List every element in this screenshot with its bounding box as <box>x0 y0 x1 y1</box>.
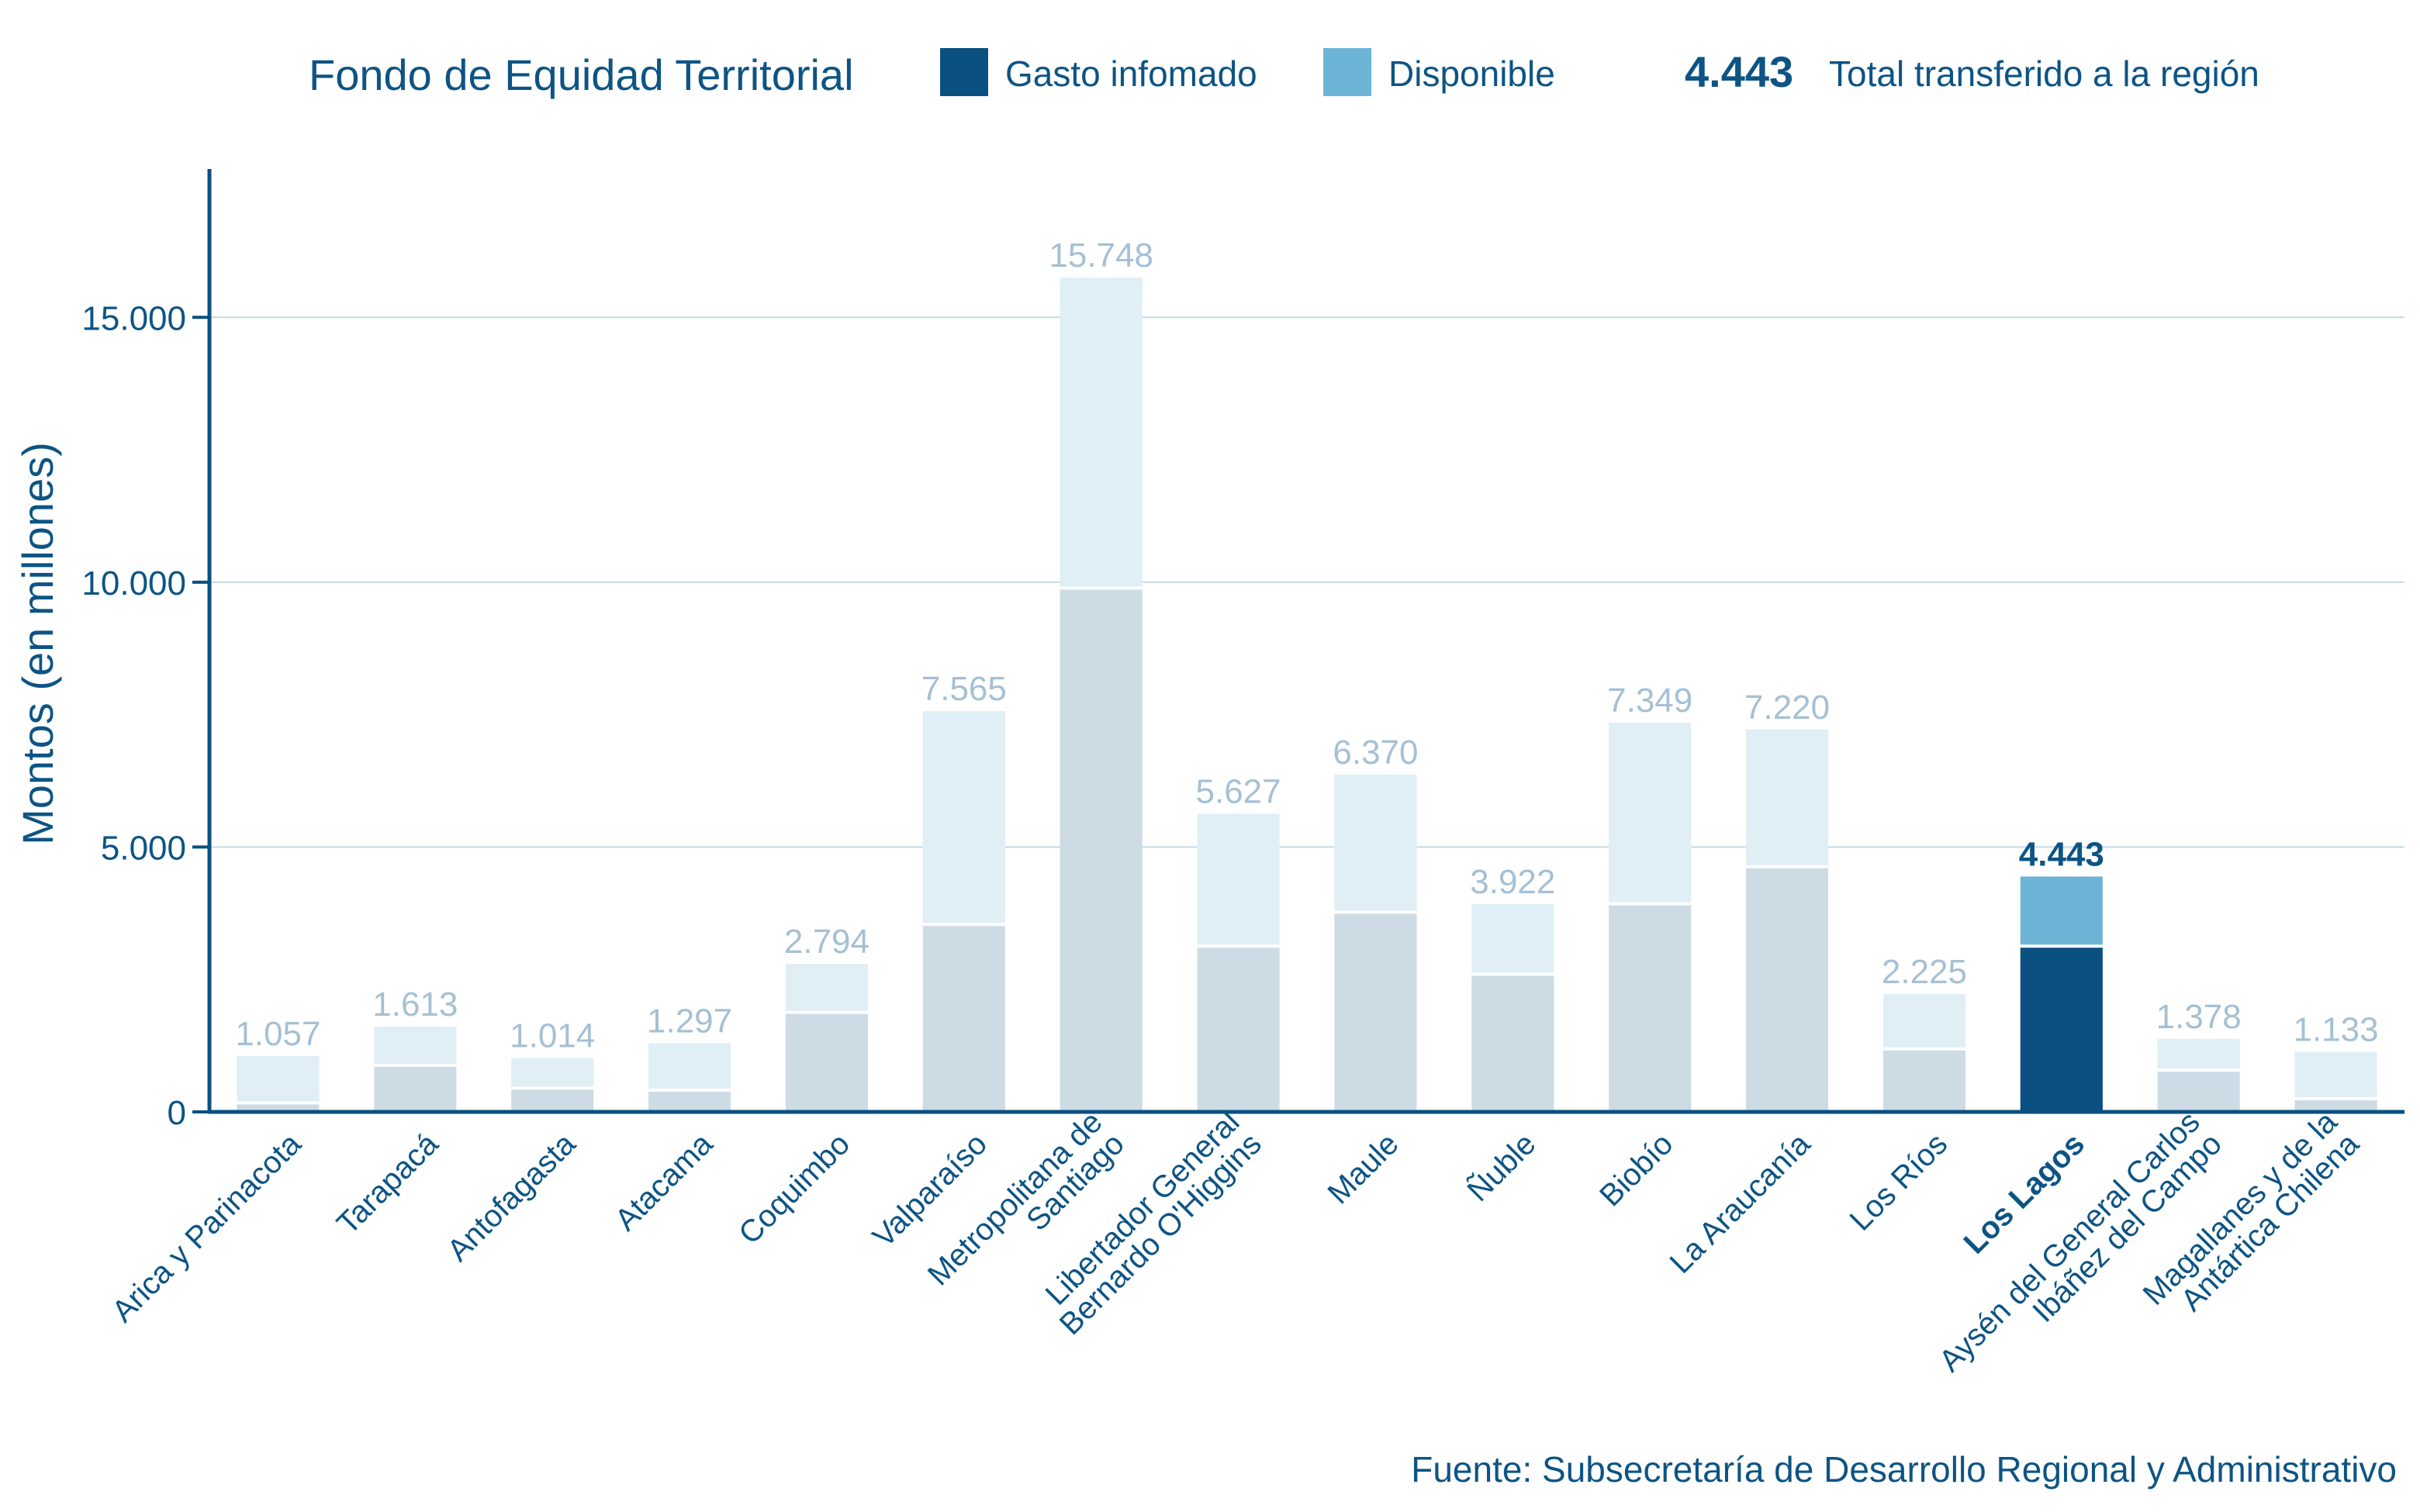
bar-gasto <box>237 1104 320 1112</box>
x-tick-label: Biobío <box>1593 1127 1679 1213</box>
y-tick-label: 10.000 <box>81 564 186 602</box>
x-tick-label-line: Tarapacá <box>330 1127 445 1241</box>
x-tick-label-line: Los Ríos <box>1843 1127 1954 1238</box>
chart-legend: Fondo de Equidad Territorial Gasto infom… <box>0 39 2420 109</box>
bar-disponible <box>2294 1051 2377 1097</box>
bar-disponible <box>1609 722 1692 903</box>
bar-disponible <box>1334 774 1417 911</box>
bar-disponible <box>648 1043 731 1089</box>
x-tick-label-line: Biobío <box>1593 1127 1679 1213</box>
bar-gasto <box>922 926 1005 1112</box>
bar-gasto <box>1334 913 1417 1112</box>
y-tick-label: 0 <box>168 1094 186 1132</box>
total-label: 1.057 <box>235 1015 320 1053</box>
total-label: 6.370 <box>1333 734 1418 772</box>
x-tick-label: Ñuble <box>1461 1126 1543 1208</box>
value-labels: 1.057 1.613 1.014 1.297 2.794 7.565 15.748 5.62… <box>235 236 2378 1055</box>
bar-gasto <box>1060 589 1143 1112</box>
bar-gasto <box>1197 948 1280 1112</box>
legend-swatch-gasto <box>940 48 988 96</box>
x-tick-label: Atacama <box>609 1127 720 1238</box>
gridlines <box>209 316 2404 848</box>
total-label: 15.748 <box>1049 236 1153 274</box>
chart-title: Fondo de Equidad Territorial <box>309 50 854 99</box>
legend-label-gasto: Gasto infomado <box>1005 54 1257 94</box>
legend-label-disponible: Disponible <box>1388 54 1555 94</box>
bar-gasto <box>785 1013 868 1112</box>
legend-total-value: 4.443 <box>1685 47 1794 96</box>
total-label: 3.922 <box>1470 863 1555 901</box>
total-label: 4.443 <box>2019 835 2104 873</box>
x-tick-label-line: Ñuble <box>1461 1126 1543 1208</box>
bar-gasto <box>648 1092 731 1112</box>
total-label: 1.014 <box>510 1017 595 1055</box>
bar-disponible <box>922 711 1005 923</box>
x-tick-label: Arica y Parinacota <box>105 1127 308 1329</box>
x-tick-label: Los Ríos <box>1843 1127 1954 1238</box>
bar-disponible <box>1060 278 1143 587</box>
bar-disponible <box>785 964 868 1011</box>
source-note: Fuente: Subsecretaría de Desarrollo Regi… <box>1411 1449 2397 1490</box>
bar-gasto <box>511 1089 594 1112</box>
bar-gasto <box>2020 948 2103 1112</box>
y-tick-label: 5.000 <box>101 829 186 867</box>
total-label: 7.220 <box>1744 689 1830 727</box>
bar-disponible <box>374 1026 457 1064</box>
total-label: 1.613 <box>372 986 458 1024</box>
y-tick-label: 15.000 <box>81 299 186 337</box>
bar-gasto <box>1882 1050 1965 1112</box>
total-label: 1.297 <box>647 1002 732 1040</box>
x-tick-label-line: Coquimbo <box>732 1127 856 1251</box>
total-label: 7.565 <box>921 670 1007 708</box>
x-tick-label: La Araucanía <box>1664 1127 1817 1280</box>
x-tick-label-line: Arica y Parinacota <box>105 1127 308 1329</box>
bar-disponible <box>2020 876 2103 945</box>
bars <box>237 278 2377 1112</box>
total-label: 5.627 <box>1196 773 1281 811</box>
x-tick-label: Maule <box>1322 1127 1405 1210</box>
x-tick-label-line: Atacama <box>609 1127 720 1238</box>
axes: 0 5.000 10.000 15.000 <box>81 169 2404 1132</box>
bar-disponible <box>1197 813 1280 945</box>
legend-total-label: Total transferido a la región <box>1829 54 2259 94</box>
bar-gasto <box>374 1066 457 1112</box>
bar-gasto <box>1471 975 1554 1112</box>
bar-disponible <box>511 1058 594 1087</box>
bar-disponible <box>1882 994 1965 1048</box>
total-label: 1.378 <box>2156 998 2242 1036</box>
total-label: 2.225 <box>1882 953 1967 991</box>
x-tick-label: Antofagasta <box>441 1127 583 1269</box>
total-label: 7.349 <box>1607 682 1692 720</box>
bar-gasto <box>2294 1099 2377 1112</box>
total-label: 1.133 <box>2294 1011 2379 1049</box>
bar-gasto <box>1746 868 1829 1112</box>
y-axis-label: Montos (en millones) <box>13 442 62 845</box>
total-label: 2.794 <box>784 923 869 961</box>
bar-disponible <box>237 1055 320 1102</box>
x-tick-label: Tarapacá <box>330 1127 445 1241</box>
bar-gasto <box>2157 1072 2240 1112</box>
x-tick-label-line: Maule <box>1322 1127 1405 1210</box>
bar-disponible <box>2157 1038 2240 1069</box>
x-tick-label: Coquimbo <box>732 1127 856 1251</box>
bar-disponible <box>1471 904 1554 973</box>
bar-gasto <box>1609 905 1692 1112</box>
legend-swatch-disponible <box>1323 48 1371 96</box>
x-tick-label-line: La Araucanía <box>1664 1127 1817 1280</box>
bar-disponible <box>1746 729 1829 865</box>
x-tick-label-line: Antofagasta <box>441 1127 583 1269</box>
